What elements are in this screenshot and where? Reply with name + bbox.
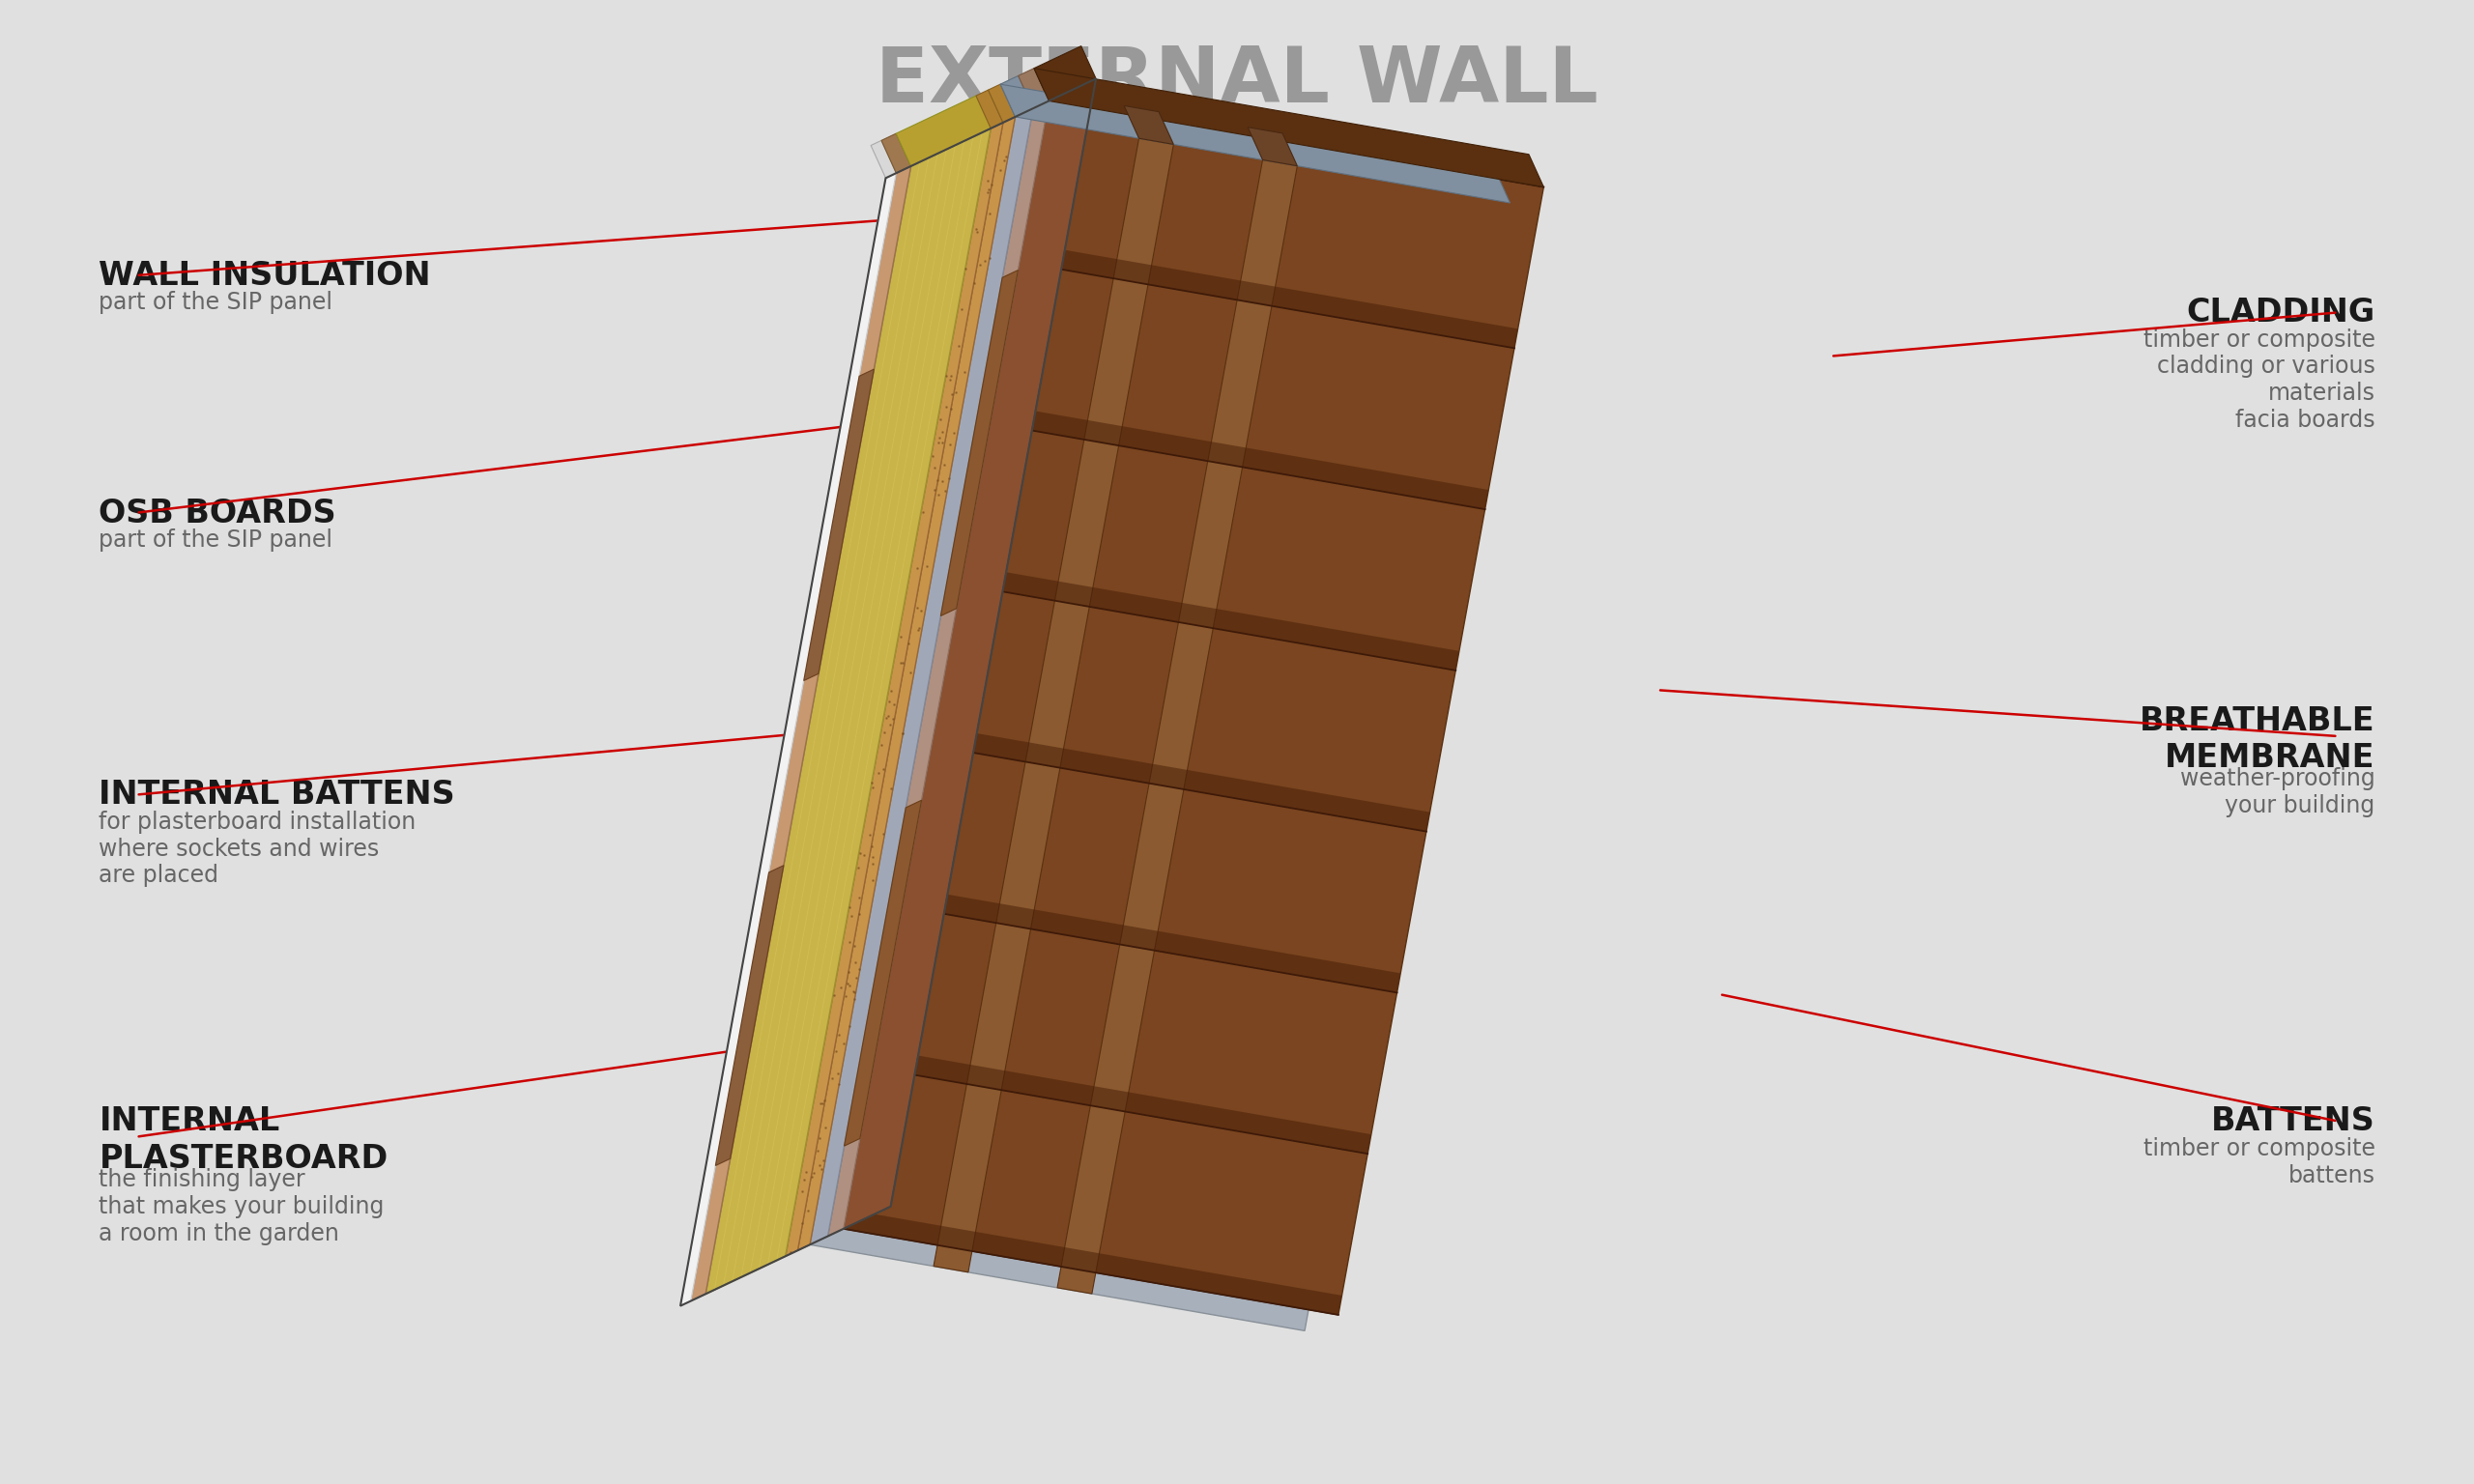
Polygon shape (1019, 68, 1049, 108)
Polygon shape (705, 129, 990, 1294)
Polygon shape (933, 726, 1430, 831)
Polygon shape (844, 800, 923, 1146)
Text: OSB BOARDS: OSB BOARDS (99, 497, 336, 528)
Polygon shape (715, 865, 784, 1165)
Polygon shape (1019, 243, 1519, 349)
Polygon shape (896, 96, 990, 166)
Polygon shape (844, 1209, 1341, 1315)
Text: weather-proofing
your building: weather-proofing your building (2180, 767, 2375, 818)
Polygon shape (987, 85, 1014, 123)
Text: BREATHABLE
MEMBRANE: BREATHABLE MEMBRANE (2140, 705, 2375, 773)
Polygon shape (960, 565, 1460, 671)
Text: EXTERNAL WALL: EXTERNAL WALL (876, 45, 1598, 119)
Text: timber or composite
battens: timber or composite battens (2142, 1137, 2375, 1187)
Text: WALL INSULATION: WALL INSULATION (99, 260, 430, 291)
Polygon shape (873, 1048, 1371, 1153)
Text: part of the SIP panel: part of the SIP panel (99, 528, 334, 552)
Polygon shape (871, 141, 896, 178)
Polygon shape (690, 166, 910, 1301)
Polygon shape (1034, 68, 1544, 187)
Polygon shape (680, 174, 896, 1306)
Polygon shape (1247, 128, 1296, 166)
Text: BATTENS: BATTENS (2212, 1106, 2375, 1137)
Text: for plasterboard installation
where sockets and wires
are placed: for plasterboard installation where sock… (99, 810, 416, 887)
Text: the finishing layer
that makes your building
a room in the garden: the finishing layer that makes your buil… (99, 1168, 383, 1245)
Polygon shape (999, 85, 1509, 203)
Text: timber or composite
cladding or various
materials
facia boards: timber or composite cladding or various … (2142, 328, 2375, 432)
Polygon shape (804, 370, 873, 681)
Text: INTERNAL
PLASTERBOARD: INTERNAL PLASTERBOARD (99, 1106, 388, 1174)
Polygon shape (1123, 105, 1173, 144)
Polygon shape (829, 101, 1049, 1236)
Polygon shape (933, 138, 1173, 1272)
Polygon shape (844, 101, 1544, 1315)
Text: INTERNAL BATTENS: INTERNAL BATTENS (99, 779, 455, 810)
Polygon shape (999, 76, 1034, 117)
Polygon shape (809, 117, 1509, 1331)
Polygon shape (787, 123, 1002, 1255)
Polygon shape (940, 270, 1019, 616)
Polygon shape (881, 134, 910, 174)
Polygon shape (1034, 46, 1096, 101)
Text: CLADDING: CLADDING (2187, 297, 2375, 328)
Text: part of the SIP panel: part of the SIP panel (99, 291, 334, 315)
Polygon shape (797, 117, 1014, 1251)
Polygon shape (1056, 160, 1296, 1294)
Polygon shape (990, 404, 1489, 509)
Polygon shape (903, 887, 1400, 993)
Polygon shape (975, 91, 1002, 129)
Polygon shape (844, 79, 1096, 1229)
Polygon shape (809, 108, 1034, 1245)
